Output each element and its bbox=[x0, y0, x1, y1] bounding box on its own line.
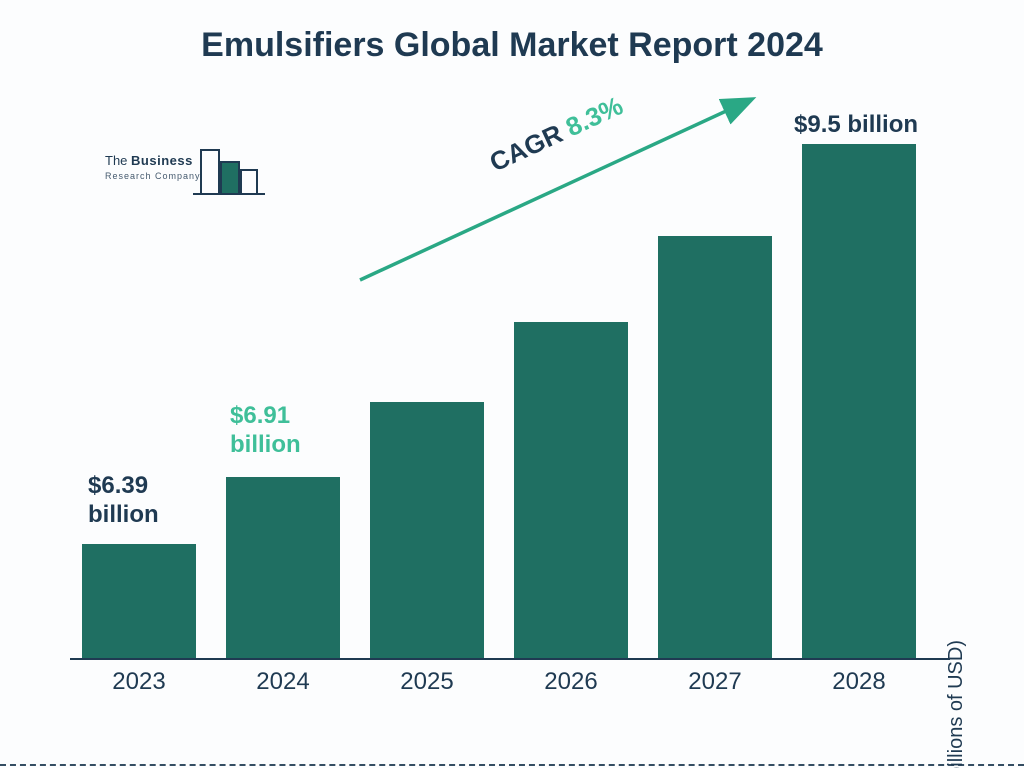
bar-chart: 202320242025202620272028 $6.39billion$6.… bbox=[70, 100, 950, 700]
footer-divider bbox=[0, 764, 1024, 766]
cagr-label: CAGR 8.3% bbox=[485, 90, 627, 177]
cagr-arrow-group: CAGR 8.3% bbox=[70, 100, 950, 700]
y-axis-label: Market Size (in billions of USD) bbox=[945, 640, 968, 768]
page-title: Emulsifiers Global Market Report 2024 bbox=[0, 26, 1024, 65]
